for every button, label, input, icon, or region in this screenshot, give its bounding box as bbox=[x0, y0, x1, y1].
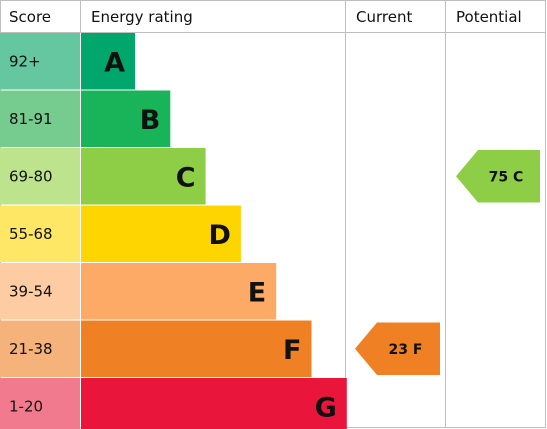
score-cell-g bbox=[0, 378, 80, 429]
score-cell-a bbox=[0, 33, 80, 90]
rating-letter-c: C bbox=[176, 162, 196, 193]
rating-bar-g bbox=[81, 378, 347, 429]
header-current: Current bbox=[356, 8, 412, 26]
rating-bar-a bbox=[81, 33, 135, 90]
rating-bar-f bbox=[81, 320, 312, 377]
rating-bar-e bbox=[81, 263, 277, 320]
score-cell-b bbox=[0, 90, 80, 147]
score-label-f: 21-38 bbox=[9, 340, 53, 358]
score-cell-f bbox=[0, 320, 80, 377]
current-rating-arrow bbox=[355, 322, 440, 375]
score-label-a: 92+ bbox=[9, 52, 41, 70]
header-score: Score bbox=[9, 8, 51, 26]
rating-letter-a: A bbox=[104, 47, 125, 78]
current-rating-label: 23 F bbox=[389, 342, 423, 358]
rating-bar-c bbox=[81, 148, 206, 205]
score-label-c: 69-80 bbox=[9, 167, 53, 185]
rating-letter-e: E bbox=[248, 277, 266, 308]
header-potential: Potential bbox=[456, 8, 522, 26]
score-label-e: 39-54 bbox=[9, 282, 53, 300]
score-cell-e bbox=[0, 263, 80, 320]
rating-bar-b bbox=[81, 90, 171, 147]
score-label-d: 55-68 bbox=[9, 225, 53, 243]
rating-bands: 92+ A 81-91 B 69-80 C 55-68 D 39-54 E 21-38 F 1-20 G bbox=[0, 33, 347, 429]
rating-letter-g: G bbox=[315, 392, 337, 423]
score-label-g: 1-20 bbox=[9, 397, 43, 415]
score-cell-c bbox=[0, 148, 80, 205]
rating-letter-b: B bbox=[140, 105, 161, 136]
potential-rating-arrow bbox=[456, 150, 540, 203]
score-cell-d bbox=[0, 205, 80, 262]
rating-bar-d bbox=[81, 205, 241, 262]
score-label-b: 81-91 bbox=[9, 110, 53, 128]
header-energy-rating: Energy rating bbox=[91, 8, 193, 26]
potential-rating-label: 75 C bbox=[489, 169, 524, 185]
rating-letter-d: D bbox=[208, 220, 230, 251]
rating-letter-f: F bbox=[283, 335, 301, 366]
rating-markers: 23 F 75 C bbox=[355, 150, 540, 375]
